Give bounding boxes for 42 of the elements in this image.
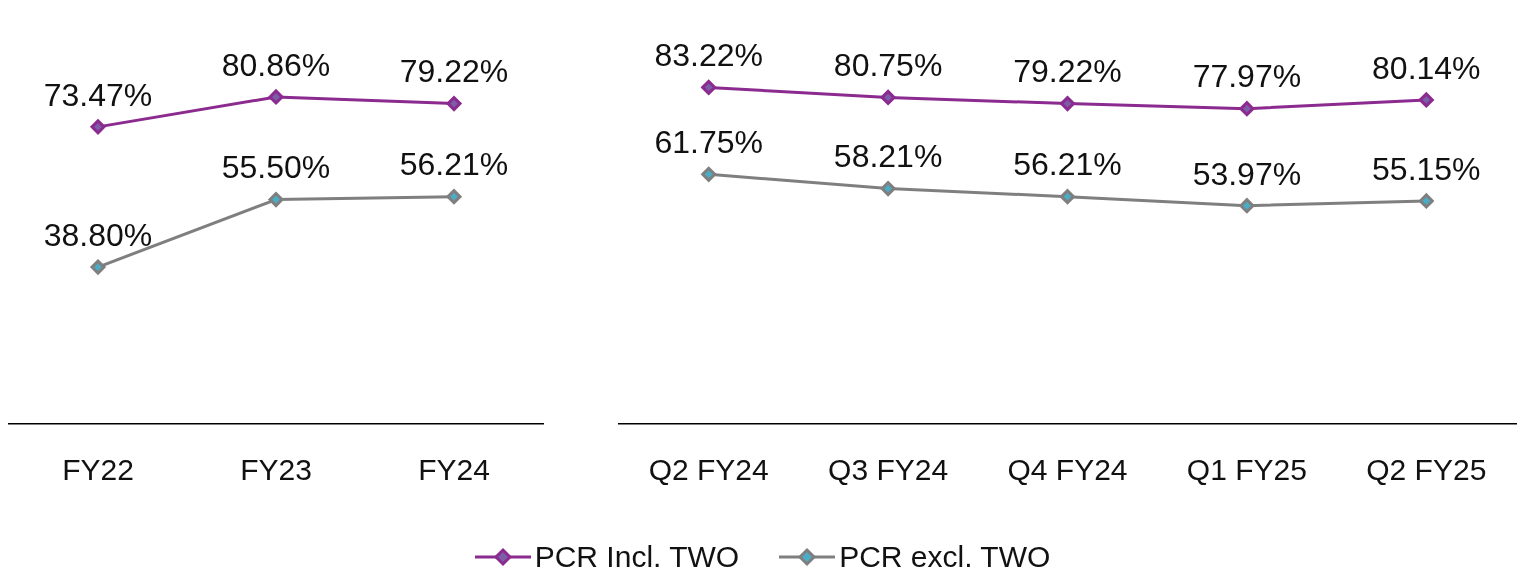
x-tick-label: Q2 FY24 — [648, 453, 769, 487]
x-tick-label: FY24 — [418, 453, 490, 487]
point — [90, 259, 106, 275]
point — [1060, 189, 1075, 205]
point — [1239, 198, 1255, 214]
data-label: 73.47% — [43, 76, 153, 113]
point — [268, 89, 284, 105]
point — [880, 181, 896, 197]
legend-label: PCR excl. TWO — [839, 540, 1051, 574]
point — [1239, 101, 1255, 117]
point — [90, 119, 106, 135]
point — [446, 189, 462, 205]
data-label: 56.21% — [399, 146, 509, 183]
data-label: 38.80% — [43, 216, 153, 253]
point — [1060, 96, 1075, 112]
point — [446, 96, 462, 112]
point — [1418, 92, 1434, 108]
data-label: 80.14% — [1372, 49, 1481, 86]
x-tick-label: FY23 — [240, 453, 312, 487]
x-tick-label: FY22 — [62, 453, 134, 487]
x-tick-label: Q2 FY25 — [1366, 453, 1487, 487]
data-label: 61.75% — [654, 124, 763, 161]
x-tick-label: Q3 FY24 — [828, 453, 949, 487]
point — [1418, 193, 1434, 209]
data-label: 80.86% — [221, 46, 331, 83]
data-label: 55.50% — [221, 149, 331, 186]
data-label: 80.75% — [833, 47, 943, 84]
data-label: 77.97% — [1192, 58, 1302, 95]
data-label: 53.97% — [1192, 155, 1302, 192]
data-label: 79.22% — [399, 53, 509, 90]
data-label: 56.21% — [1013, 146, 1122, 183]
point — [701, 79, 717, 95]
x-tick-label: Q4 FY24 — [1007, 453, 1128, 487]
x-tick-label: Q1 FY25 — [1186, 453, 1307, 487]
data-label: 79.22% — [1013, 53, 1122, 90]
point — [268, 192, 284, 208]
legend-label: PCR Incl. TWO — [534, 540, 740, 574]
data-label: 83.22% — [654, 37, 763, 74]
point — [880, 89, 896, 105]
data-label: 55.15% — [1372, 150, 1481, 187]
data-label: 58.21% — [833, 138, 943, 175]
point — [701, 166, 717, 182]
